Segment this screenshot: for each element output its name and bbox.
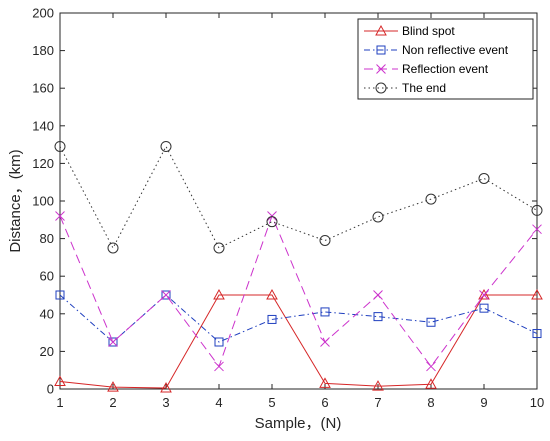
data-point-non-reflective-event bbox=[55, 290, 65, 300]
data-point-the-end bbox=[531, 204, 543, 216]
legend-marker-reflection-event bbox=[376, 64, 386, 74]
x-tick-label: 3 bbox=[162, 395, 169, 410]
x-tick-label: 6 bbox=[321, 395, 328, 410]
legend-label: Reflection event bbox=[402, 62, 489, 76]
data-point-reflection-event bbox=[479, 290, 489, 300]
x-tick-label: 7 bbox=[374, 395, 381, 410]
data-point-reflection-event bbox=[161, 290, 171, 300]
y-tick-label: 180 bbox=[32, 43, 54, 58]
data-point-blind-spot bbox=[54, 375, 66, 386]
data-point-non-reflective-event bbox=[373, 312, 383, 322]
x-tick-label: 1 bbox=[56, 395, 63, 410]
data-point-the-end bbox=[107, 242, 119, 254]
x-tick-label: 2 bbox=[109, 395, 116, 410]
data-point-the-end bbox=[425, 193, 437, 205]
data-point-the-end bbox=[266, 216, 278, 228]
y-tick-label: 120 bbox=[32, 156, 54, 171]
series-the-end bbox=[54, 140, 543, 254]
legend-label: The end bbox=[402, 81, 446, 95]
series-layer bbox=[54, 140, 543, 393]
y-tick-label: 60 bbox=[40, 269, 54, 284]
data-point-non-reflective-event bbox=[320, 307, 330, 317]
legend-label: Blind spot bbox=[402, 24, 455, 38]
y-tick-label: 200 bbox=[32, 6, 54, 21]
data-point-non-reflective-event bbox=[267, 314, 277, 324]
data-point-the-end bbox=[213, 242, 225, 254]
data-point-blind-spot bbox=[319, 377, 331, 388]
series-reflection-event bbox=[55, 211, 542, 372]
y-tick-label: 100 bbox=[32, 194, 54, 209]
y-axis-title: Distance，(km) bbox=[7, 149, 24, 252]
data-point-the-end bbox=[160, 140, 172, 152]
legend-marker-blind-spot bbox=[375, 24, 387, 36]
data-point-non-reflective-event bbox=[426, 317, 436, 327]
legend: Blind spot Non reflective event Reflection… bbox=[357, 18, 534, 100]
data-point-blind-spot bbox=[478, 288, 490, 300]
data-point-reflection-event bbox=[267, 211, 277, 221]
data-point-non-reflective-event bbox=[532, 329, 542, 339]
y-tick-label: 160 bbox=[32, 81, 54, 96]
x-tick-label: 4 bbox=[215, 395, 222, 410]
series-non-reflective-event bbox=[55, 290, 542, 347]
x-tick-label: 10 bbox=[530, 395, 544, 410]
data-point-the-end bbox=[478, 172, 490, 184]
y-tick-label: 20 bbox=[40, 344, 54, 359]
data-point-reflection-event bbox=[108, 337, 118, 347]
legend-marker-non-reflective-event bbox=[376, 45, 386, 55]
y-tick-label: 0 bbox=[47, 382, 54, 397]
data-point-non-reflective-event bbox=[214, 337, 224, 347]
data-point-blind-spot bbox=[425, 378, 437, 389]
x-tick-label: 9 bbox=[480, 395, 487, 410]
legend-item-the-end: The end bbox=[364, 81, 446, 95]
data-point-blind-spot bbox=[160, 382, 172, 393]
data-point-the-end bbox=[319, 234, 331, 246]
data-point-reflection-event bbox=[373, 290, 383, 300]
data-point-reflection-event bbox=[214, 361, 224, 372]
legend-item-reflection-event: Reflection event bbox=[364, 62, 489, 76]
legend-label: Non reflective event bbox=[402, 43, 509, 57]
data-point-the-end bbox=[54, 140, 66, 152]
data-point-non-reflective-event bbox=[108, 337, 118, 347]
data-point-non-reflective-event bbox=[161, 290, 171, 300]
y-tick-label: 40 bbox=[40, 306, 54, 321]
data-point-reflection-event bbox=[320, 337, 330, 347]
data-point-blind-spot bbox=[531, 288, 543, 300]
x-axis-title: Sample，(N) bbox=[255, 415, 342, 432]
data-point-reflection-event bbox=[426, 361, 436, 372]
legend-item-blind-spot: Blind spot bbox=[364, 24, 455, 38]
data-point-blind-spot bbox=[372, 380, 384, 391]
x-tick-label: 5 bbox=[268, 395, 275, 410]
legend-item-non-reflective-event: Non reflective event bbox=[364, 43, 509, 57]
legend-marker-the-end bbox=[375, 82, 387, 94]
series-line-reflection-event bbox=[59, 214, 538, 368]
data-point-blind-spot bbox=[266, 288, 278, 300]
y-tick-label: 80 bbox=[40, 231, 54, 246]
series-line-blind-spot bbox=[59, 294, 537, 389]
data-point-the-end bbox=[372, 211, 384, 223]
series-blind-spot bbox=[54, 288, 543, 393]
data-point-reflection-event bbox=[55, 211, 65, 221]
y-tick-label: 140 bbox=[32, 118, 54, 133]
data-point-non-reflective-event bbox=[479, 303, 489, 313]
legend-box bbox=[357, 18, 534, 100]
data-point-blind-spot bbox=[107, 381, 119, 392]
series-line-the-end bbox=[59, 145, 538, 250]
data-point-reflection-event bbox=[532, 224, 542, 235]
data-point-blind-spot bbox=[213, 288, 225, 300]
x-tick-label: 8 bbox=[427, 395, 434, 410]
